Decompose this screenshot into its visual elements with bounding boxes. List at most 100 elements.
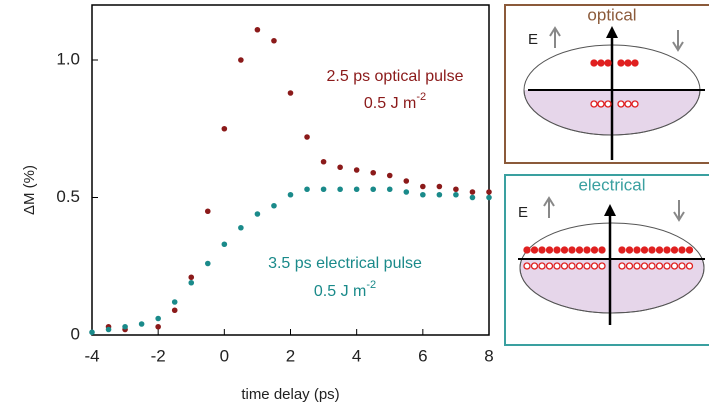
- hole: [590, 100, 598, 108]
- x-tick-label: 0: [220, 346, 229, 365]
- electron: [553, 246, 561, 254]
- data-point: [337, 164, 343, 171]
- data-point: [238, 57, 244, 63]
- hole: [648, 262, 656, 270]
- electron: [568, 246, 576, 254]
- data-point: [353, 167, 360, 173]
- electron: [604, 59, 612, 67]
- inset-title: optical: [587, 5, 636, 24]
- data-point: [420, 191, 426, 198]
- hole: [685, 262, 694, 270]
- data-point: [254, 26, 261, 33]
- field-label: E: [528, 31, 538, 48]
- x-tick-label: 8: [484, 346, 493, 365]
- data-point: [420, 183, 426, 190]
- data-point: [453, 186, 459, 193]
- x-tick-label: -4: [84, 346, 99, 365]
- hole: [553, 262, 561, 270]
- arrow-up: [543, 196, 555, 218]
- hole: [598, 262, 606, 270]
- electron: [583, 246, 591, 254]
- data-point: [287, 191, 294, 198]
- data-point: [304, 186, 310, 193]
- annotation: 0.5 J m-2: [314, 279, 376, 300]
- data-point: [171, 299, 178, 305]
- electron: [663, 246, 671, 254]
- hole: [590, 262, 599, 270]
- x-tick-label: 4: [352, 346, 361, 365]
- x-tick-label: 6: [418, 346, 427, 365]
- hole: [655, 262, 664, 270]
- electron: [640, 246, 649, 254]
- data-point: [89, 329, 95, 336]
- hole: [575, 262, 584, 270]
- electron: [678, 246, 686, 254]
- data-point: [304, 134, 310, 140]
- data-point: [370, 169, 377, 176]
- annotation-sup: -2: [366, 279, 376, 291]
- electron: [545, 246, 554, 254]
- electron: [618, 246, 626, 254]
- annotation-text: 0.5 J m: [314, 283, 366, 300]
- electron: [617, 59, 625, 67]
- annotation-sup: -2: [416, 91, 426, 103]
- y-tick-label: 0: [71, 324, 80, 343]
- electron: [631, 59, 639, 67]
- data-point: [138, 321, 145, 327]
- x-tick-label: 2: [286, 346, 295, 365]
- data-point: [436, 183, 443, 190]
- data-point: [204, 208, 211, 215]
- electron: [575, 246, 584, 254]
- data-point: [453, 191, 459, 198]
- hole: [640, 262, 649, 270]
- data-point: [155, 323, 161, 330]
- data-point: [469, 189, 476, 195]
- data-point: [221, 241, 228, 248]
- plot-frame: [91, 4, 490, 336]
- y-tick-label: 1.0: [56, 49, 80, 68]
- electron: [655, 246, 664, 254]
- data-point: [287, 90, 294, 96]
- hole: [604, 100, 612, 108]
- hole: [670, 262, 679, 270]
- inset-optical: optical E: [504, 4, 709, 164]
- x-tick-label: -2: [151, 346, 166, 365]
- inset-frame: [504, 4, 709, 164]
- data-point: [254, 211, 261, 217]
- data-point: [155, 315, 161, 322]
- y-tick-label: 0.5: [56, 187, 80, 206]
- electron: [685, 246, 694, 254]
- y-axis-label: ΔM (%): [21, 165, 38, 215]
- hole: [678, 262, 686, 270]
- arrowhead: [606, 26, 618, 38]
- data-point: [188, 274, 195, 281]
- electron: [633, 246, 641, 254]
- electron: [648, 246, 656, 254]
- electron: [590, 59, 598, 67]
- data-point: [204, 260, 211, 267]
- legend-label: 2.5 ps optical pulse: [327, 68, 464, 85]
- data-point: [469, 194, 476, 201]
- hole: [545, 262, 554, 270]
- annotation-text: 0.5 J m: [364, 95, 416, 112]
- data-point: [320, 158, 327, 165]
- data-point: [486, 194, 492, 201]
- arrowhead: [604, 204, 616, 216]
- arrow-down: [673, 200, 685, 222]
- hole: [530, 262, 539, 270]
- legend-label: 3.5 ps electrical pulse: [268, 255, 422, 272]
- inset-electrical: electrical E: [504, 174, 709, 346]
- hole: [523, 262, 531, 270]
- hole: [617, 100, 625, 108]
- data-point: [353, 186, 360, 193]
- hole: [583, 262, 591, 270]
- inset-frame: [504, 174, 709, 346]
- data-point: [238, 224, 244, 231]
- hole: [597, 100, 605, 108]
- hole: [538, 262, 546, 270]
- data-point: [188, 279, 195, 286]
- data-point: [337, 186, 343, 193]
- field-label: E: [518, 204, 528, 221]
- arrow-down: [672, 30, 684, 52]
